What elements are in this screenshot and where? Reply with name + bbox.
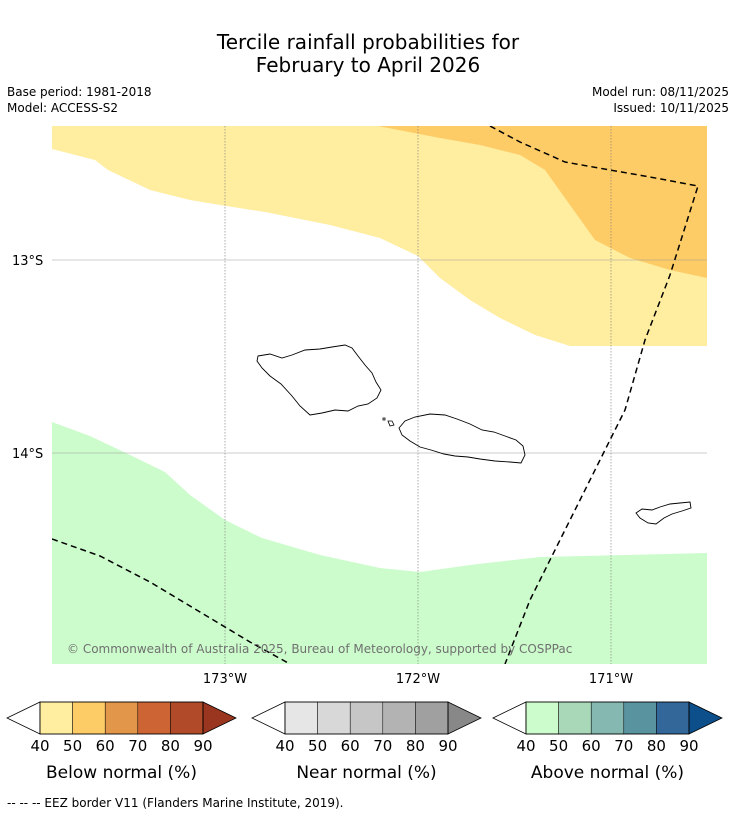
colorbar-near-under-triangle: [251, 701, 286, 735]
title-line-1: Tercile rainfall probabilities for: [216, 30, 520, 54]
manono-island: [387, 420, 395, 427]
colorbar-below-segment-80: [170, 701, 204, 735]
colorbar-below-tick-90: 90: [193, 737, 212, 755]
below-normal-40-region: [52, 126, 707, 346]
eez-legend-note: -- -- -- EEZ border V11 (Flanders Marine…: [7, 796, 344, 810]
colorbar-near-over-triangle: [447, 701, 482, 735]
colorbar-above-segment-80: [656, 701, 690, 735]
colorbar-near-segment-40: [284, 701, 318, 735]
colorbar-above-tick-90: 90: [679, 737, 698, 755]
colorbar-below-tick-50: 50: [63, 737, 82, 755]
colorbar-above-label: Above normal (%): [531, 763, 684, 783]
colorbar-above-tick-50: 50: [549, 737, 568, 755]
upolu-island: [398, 413, 526, 464]
colorbar-below-segment-40: [39, 701, 73, 735]
colorbar-above-segment-40: [525, 701, 559, 735]
map-area: © Commonwealth of Australia 2025, Bureau…: [52, 126, 707, 664]
colorbar-near-label: Near normal (%): [296, 763, 436, 783]
tutuila-island: [635, 501, 692, 525]
colorbar-near-segment-60: [349, 701, 384, 735]
meta-right: Model run: 08/11/2025 Issued: 10/11/2025: [592, 84, 729, 116]
lon-label-172w: 172°W: [396, 672, 440, 687]
colorbar-below-over-triangle: [202, 701, 237, 735]
colorbar-above: 40 50 60 70 80 90 Above normal (%): [492, 701, 723, 783]
colorbar-above-tick-70: 70: [614, 737, 633, 755]
colorbar-below-label: Below normal (%): [46, 763, 197, 783]
lon-label-171w: 171°W: [589, 672, 633, 687]
colorbar-above-segment-70: [623, 701, 657, 735]
colorbar-above-under-triangle: [492, 701, 527, 735]
figure-title: Tercile rainfall probabilities for Febru…: [0, 31, 736, 77]
colorbar-above-outline: [525, 701, 690, 735]
colorbar-near-segment-50: [317, 701, 351, 735]
colorbar-near-segment-70: [382, 701, 416, 735]
eez-border-north: [489, 126, 699, 664]
colorbar-near-outline: [284, 701, 449, 735]
model-name: Model: ACCESS-S2: [7, 101, 119, 115]
colorbar-above-over-triangle: [688, 701, 723, 735]
colorbar-near-tick-60: 60: [341, 737, 360, 755]
colorbar-above-segment-50: [558, 701, 592, 735]
issued-date: Issued: 10/11/2025: [613, 101, 729, 115]
colorbar-near-tick-40: 40: [275, 737, 294, 755]
model-run: Model run: 08/11/2025: [591, 85, 729, 99]
colorbar-below-outline: [39, 701, 204, 735]
colorbar-above-tick-40: 40: [516, 737, 535, 755]
lat-label-13s: 13°S: [12, 254, 43, 269]
savaii-island: [256, 344, 382, 416]
colorbar-near-tick-80: 80: [406, 737, 425, 755]
colorbar-above-tick-60: 60: [582, 737, 601, 755]
colorbar-near-tick-90: 90: [438, 737, 457, 755]
colorbar-below-under-triangle: [6, 701, 41, 735]
colorbar-below: 40 50 60 70 80 90 Below normal (%): [6, 701, 237, 783]
base-period: Base period: 1981-2018: [7, 85, 152, 99]
colorbar-below-tick-60: 60: [96, 737, 115, 755]
colorbar-below-tick-80: 80: [161, 737, 180, 755]
colorbar-below-segment-50: [72, 701, 106, 735]
colorbar-above-segment-60: [590, 701, 625, 735]
colorbar-below-segment-70: [137, 701, 171, 735]
colorbar-near-tick-50: 50: [308, 737, 327, 755]
colorbar-group: 40 50 60 70 80 90 Below normal (%) 40 50 60 70 80 90…: [6, 701, 723, 783]
colorbar-below-tick-40: 40: [30, 737, 49, 755]
colorbar-above-tick-80: 80: [647, 737, 666, 755]
apolima-island: [382, 417, 386, 421]
above-normal-40-region: [52, 422, 707, 664]
copyright-notice: © Commonwealth of Australia 2025, Bureau…: [67, 642, 572, 656]
colorbar-near-segment-80: [415, 701, 449, 735]
colorbar-below-tick-70: 70: [128, 737, 147, 755]
title-line-2: February to April 2026: [255, 53, 481, 77]
lon-label-173w: 173°W: [203, 672, 247, 687]
colorbar-below-segment-60: [104, 701, 139, 735]
eez-border-southwest: [52, 538, 291, 664]
meta-left: Base period: 1981-2018 Model: ACCESS-S2: [7, 84, 152, 116]
colorbar-near-tick-70: 70: [373, 737, 392, 755]
lat-label-14s: 14°S: [12, 447, 43, 462]
below-normal-50-region: [378, 126, 707, 278]
